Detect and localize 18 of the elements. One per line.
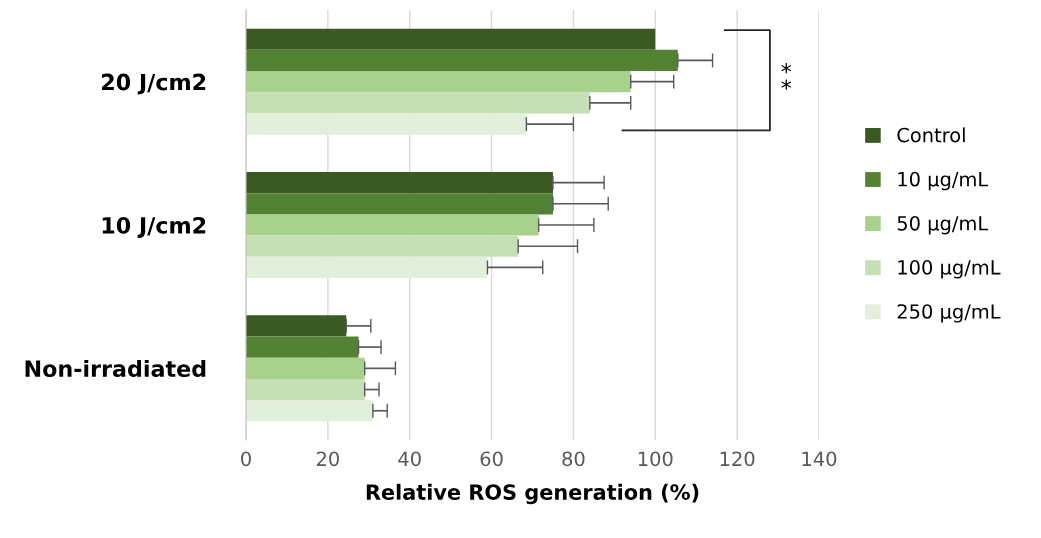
x-axis-title: Relative ROS generation (%): [366, 483, 699, 505]
legend-label: 100 µg/mL: [898, 260, 1001, 279]
y-tick-label: 20 J/cm2: [102, 73, 206, 95]
x-tick-label: 120: [720, 451, 755, 467]
y-tick-label: 10 J/cm2: [102, 216, 206, 238]
legend-label: Control: [897, 127, 965, 143]
x-tick-label: 0: [241, 451, 251, 467]
x-tick-label: 80: [562, 451, 585, 467]
x-tick-label: 100: [638, 451, 673, 467]
x-tick-label: 140: [802, 451, 837, 467]
legend-label: 10 µg/mL: [898, 171, 989, 191]
y-tick-label: Non-irradiated: [25, 359, 206, 378]
legend-label: 50 µg/mL: [897, 215, 989, 235]
x-tick-label: 20: [316, 451, 339, 467]
x-tick-label: 60: [480, 451, 503, 467]
x-tick-label: 40: [398, 451, 421, 467]
annotation: **: [781, 63, 792, 90]
legend-label: 250 µg/mL: [897, 304, 1001, 323]
